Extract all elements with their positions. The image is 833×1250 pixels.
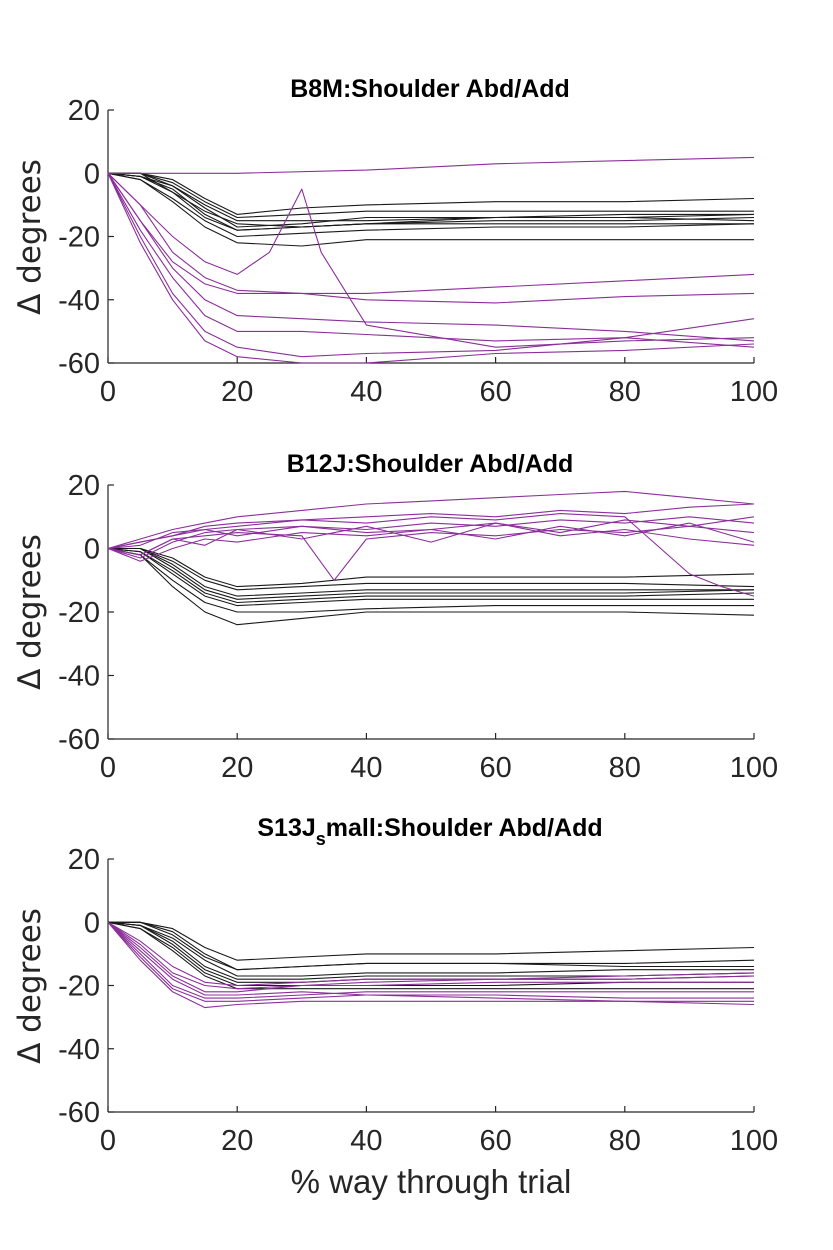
panel-2-series-line-7 — [107, 547, 754, 613]
panel-1-xtick-label: 60 — [479, 376, 511, 408]
panel-3-ytick-label: -40 — [58, 1034, 100, 1066]
panel-1-ytick-label: -60 — [58, 348, 100, 380]
panel-2-xtick-label: 80 — [609, 752, 641, 784]
panel-2-ytick-label: 20 — [68, 470, 100, 502]
panel-2-ytick-label: -20 — [58, 597, 100, 629]
panel-2-series-line-6 — [107, 547, 755, 604]
panel-1-series-line-1 — [108, 172, 755, 222]
panel-1-series-line-11 — [107, 172, 755, 348]
panel-3-xtick-label: 20 — [221, 1125, 253, 1157]
panel-1-series-line-12 — [107, 172, 755, 304]
panel-2-series-line-16 — [107, 522, 755, 556]
panel-2-series-line-11 — [107, 516, 755, 559]
panel-3-xtick-label: 60 — [479, 1125, 511, 1157]
panel-1: B8M:Shoulder Abd/Add Δ degrees 20 0 -20 -40… — [12, 75, 778, 408]
panel-2-series-line-13 — [107, 516, 755, 550]
panel-3-series-line-9 — [107, 921, 755, 993]
panel-2-title: B12J:Shoulder Abd/Add — [287, 450, 574, 478]
panel-3-ytick-label: -60 — [58, 1097, 100, 1129]
panel-3-xtick-label: 80 — [609, 1125, 641, 1157]
panel-2-series-line-5 — [108, 547, 755, 588]
panel-1-series-line-13 — [107, 172, 755, 294]
panel-1-ytick-label: -40 — [58, 285, 100, 317]
panel-1-series-line-4 — [107, 172, 755, 238]
panel-2-series-line-4 — [107, 547, 755, 626]
panel-3-xtick-label: 100 — [730, 1125, 778, 1157]
panel-1-series-line-17 — [107, 172, 755, 342]
x-axis-label: % way through trial — [291, 1163, 572, 1200]
panel-1-series-line-9 — [108, 172, 755, 231]
panel-1-ytick-label: 0 — [84, 158, 100, 190]
panel-2-ytick-label: 0 — [84, 534, 100, 566]
panel-3-series-line-10 — [107, 921, 754, 999]
panel-3-plot: 200-20-40-600 20 40 60 80 100 — [58, 844, 778, 1157]
panel-3-ytick-label: 0 — [84, 907, 100, 939]
panel-3-series-line-3 — [108, 921, 755, 961]
panel-3-series-line-14 — [107, 921, 754, 1002]
panel-2-ytick-label: -40 — [58, 661, 100, 693]
panel-2-series-line-8 — [108, 547, 754, 597]
panel-2-xtick-label: 20 — [221, 752, 253, 784]
panel-3-series-line-12 — [107, 921, 754, 1009]
panel-2: B12J:Shoulder Abd/Add Δ degrees 20 0 -20 -4… — [12, 450, 778, 784]
panel-1-plot: 200-20-40-600 20 40 60 80 100 — [58, 95, 778, 408]
panel-1-series-line-5 — [108, 172, 755, 215]
panel-1-title: B8M:Shoulder Abd/Add — [290, 75, 570, 103]
panel-1-ytick-label: -20 — [58, 222, 100, 254]
panel-1-series-line-10 — [108, 156, 755, 174]
panel-2-ylabel: Δ degrees — [12, 534, 48, 690]
panel-2-xtick-label: 40 — [350, 752, 382, 784]
panel-2-ytick-label: -60 — [58, 724, 100, 756]
panel-1-xtick-label: 20 — [221, 376, 253, 408]
panel-1-series-line-16 — [107, 173, 755, 364]
panel-3-xtick-label: 0 — [100, 1125, 116, 1157]
panel-1-series-line-7 — [107, 172, 754, 247]
panel-1-series-line-3 — [108, 172, 754, 219]
panel-2-series-line-1 — [108, 547, 755, 600]
panel-1-series-line-15 — [107, 173, 755, 358]
panel-3-series-line-4 — [107, 921, 755, 980]
panel-3-ytick-label: -20 — [58, 971, 100, 1003]
panel-2-series-line-10 — [107, 490, 755, 550]
panel-3-ylabel: Δ degrees — [12, 908, 48, 1064]
panel-3-series-line-1 — [108, 921, 755, 971]
panel-1-ytick-label: 20 — [68, 95, 100, 127]
panel-2-xtick-label: 0 — [100, 752, 116, 784]
panel-3: S13Jsmall:Shoulder Abd/Add Δ degrees 20 0… — [12, 814, 778, 1157]
panel-1-xtick-label: 40 — [350, 376, 382, 408]
panel-2-series-line-12 — [107, 525, 755, 581]
panel-1-xtick-label: 100 — [730, 376, 778, 408]
panel-2-series-line-15 — [107, 513, 755, 597]
panel-3-series-line-11 — [107, 921, 755, 987]
panel-2-plot: 200-20-40-600 20 40 60 80 100 — [58, 470, 778, 784]
panel-3-series-line-2 — [107, 921, 754, 977]
panel-2-xtick-label: 60 — [479, 752, 511, 784]
panel-3-series-line-13 — [107, 921, 755, 1006]
panel-3-series-line-6 — [108, 921, 754, 971]
panel-3-ytick-label: 20 — [68, 844, 100, 876]
panel-1-series-line-8 — [107, 172, 754, 228]
panel-3-xtick-label: 40 — [350, 1125, 382, 1157]
panel-2-series-line-14 — [107, 522, 755, 562]
panel-3-series-line-15 — [107, 921, 754, 990]
panel-1-series-line-14 — [107, 173, 755, 348]
panel-3-title: S13Jsmall:Shoulder Abd/Add — [257, 814, 602, 849]
panel-1-ylabel: Δ degrees — [12, 159, 48, 315]
panel-2-series-line-2 — [107, 547, 754, 607]
panel-2-series-line-3 — [108, 547, 755, 591]
panel-2-xtick-label: 100 — [730, 752, 778, 784]
panel-1-xtick-label: 80 — [609, 376, 641, 408]
panel-3-series-line-5 — [107, 921, 754, 987]
panel-1-xtick-label: 0 — [100, 376, 116, 408]
